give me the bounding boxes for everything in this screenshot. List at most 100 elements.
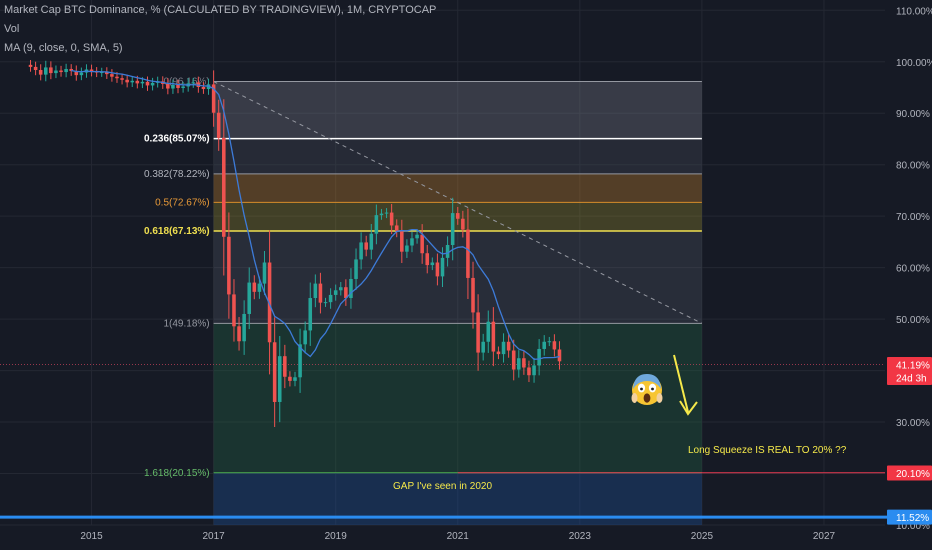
candle-body-23 — [145, 81, 150, 86]
candle-body-20 — [130, 80, 135, 83]
candle-body-1 — [33, 66, 38, 70]
y-tick-label-1: 100.00% — [896, 58, 932, 69]
price-badge-2: 11.52% — [887, 509, 932, 525]
candle-body-17 — [115, 76, 119, 79]
candle-body-36 — [211, 84, 216, 113]
candle-body-7 — [64, 68, 68, 73]
candle-body-51 — [288, 376, 292, 381]
candle-body-89 — [481, 341, 485, 353]
candle-body-95 — [511, 350, 516, 370]
candle-body-27 — [166, 83, 170, 89]
candle-body-104 — [557, 349, 562, 362]
candle-body-52 — [293, 377, 297, 381]
candle-body-102 — [547, 341, 552, 343]
candle-body-91 — [491, 321, 496, 352]
candle-body-93 — [501, 341, 506, 355]
candle-body-29 — [176, 84, 180, 89]
candle-body-92 — [496, 351, 501, 355]
fib-label-0.236: 0.236(85.07%) — [144, 134, 210, 145]
y-tick-label-8: 30.00% — [896, 418, 930, 429]
candle-body-81 — [440, 257, 445, 277]
candle-body-49 — [277, 356, 282, 402]
price-badge-1: 20.10% — [887, 465, 932, 481]
fib-zone-5 — [213, 323, 702, 473]
price-badge-bg-2 — [887, 509, 932, 525]
price-badge-sub-0: 24d 3h — [896, 373, 927, 384]
candle-body-94 — [506, 341, 511, 351]
candle-body-9 — [74, 71, 79, 76]
candle-body-53 — [298, 344, 302, 378]
fib-retracement: 0(96.16%) 0.236(85.07%) 0.382(78.22%) 0.5(7… — [144, 77, 703, 525]
candle-body-58 — [323, 302, 328, 304]
fib-zone-0 — [213, 81, 702, 139]
x-tick-label-2: 2019 — [325, 531, 348, 542]
candle-body-55 — [308, 298, 313, 331]
candle-body-18 — [120, 78, 124, 80]
candle-body-56 — [313, 283, 318, 299]
y-tick-label-4: 70.00% — [896, 212, 930, 223]
candle-body-61 — [338, 287, 343, 291]
x-tick-label-3: 2021 — [447, 531, 470, 542]
candle-body-54 — [303, 330, 307, 345]
candle-body-44 — [252, 282, 257, 292]
candle-body-75 — [410, 238, 414, 246]
price-badge-text-1: 20.10% — [896, 469, 930, 480]
price-badge-text-2: 11.52% — [896, 513, 929, 524]
candle-body-64 — [354, 259, 358, 279]
candle-body-32 — [191, 82, 196, 84]
candle-body-87 — [471, 277, 475, 313]
candle-body-80 — [435, 262, 440, 277]
candle-body-60 — [333, 290, 338, 295]
candle-body-101 — [542, 341, 547, 349]
candle-body-24 — [150, 82, 155, 86]
candle-body-65 — [359, 242, 363, 260]
fib-zone-4 — [213, 230, 702, 324]
candle-body-43 — [247, 282, 252, 314]
gap-annotation: GAP I've seen in 2020 — [393, 481, 492, 492]
candle-body-30 — [181, 86, 185, 89]
candle-body-62 — [344, 287, 348, 299]
fib-label-0: 0(96.16%) — [163, 77, 209, 88]
candle-body-47 — [267, 262, 272, 343]
fib-label-0.382: 0.382(78.22%) — [144, 169, 210, 180]
candle-body-6 — [59, 70, 63, 73]
candle-body-48 — [272, 342, 277, 402]
candle-body-63 — [349, 278, 353, 299]
candle-body-70 — [384, 212, 389, 214]
candle-body-34 — [201, 86, 206, 90]
fib-label-1: 1(49.18%) — [163, 318, 209, 329]
vol-indicator-label[interactable]: Vol — [4, 23, 20, 35]
candle-body-3 — [43, 67, 48, 75]
chart-title[interactable]: Market Cap BTC Dominance, % (CALCULATED … — [4, 4, 437, 16]
ma-indicator-label[interactable]: MA (9, close, 0, SMA, 5) — [4, 42, 123, 54]
fib-label-1.618: 1.618(20.15%) — [144, 468, 210, 479]
price-badge-bg-1 — [887, 465, 932, 481]
candle-body-5 — [54, 70, 58, 74]
candle-body-15 — [105, 72, 109, 75]
candle-body-66 — [364, 242, 368, 250]
price-badge-bg-0 — [887, 356, 932, 385]
candle-body-74 — [405, 245, 409, 252]
y-tick-label-2: 90.00% — [896, 109, 930, 120]
candle-body-67 — [369, 233, 374, 250]
candle-body-16 — [110, 74, 114, 77]
candle-body-71 — [389, 212, 394, 226]
candle-body-45 — [257, 283, 262, 292]
x-tick-label-0: 2015 — [80, 531, 103, 542]
candle-body-84 — [455, 213, 460, 219]
candle-body-96 — [517, 358, 521, 370]
price-badge-text-0: 41.19% — [896, 360, 930, 371]
arrow-shaft — [673, 354, 689, 413]
candle-body-97 — [522, 358, 526, 368]
x-tick-label-4: 2023 — [569, 531, 592, 542]
candle-body-88 — [476, 312, 480, 353]
candle-body-77 — [420, 234, 424, 254]
candle-body-99 — [532, 365, 536, 376]
candle-body-90 — [486, 321, 491, 342]
candle-body-73 — [400, 231, 404, 252]
candle-body-69 — [379, 213, 384, 216]
candle-body-83 — [450, 213, 455, 245]
candle-body-14 — [99, 72, 104, 74]
candle-body-8 — [69, 68, 73, 72]
